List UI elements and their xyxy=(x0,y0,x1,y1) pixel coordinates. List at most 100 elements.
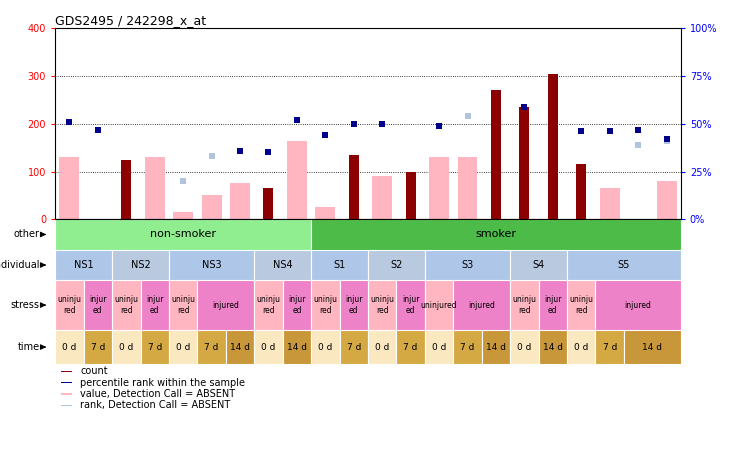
Text: stress: stress xyxy=(10,300,40,310)
Bar xyxy=(173,212,193,219)
Point xyxy=(177,177,189,185)
Text: injur
ed: injur ed xyxy=(289,295,305,315)
Bar xyxy=(567,250,681,280)
Text: individual: individual xyxy=(0,260,40,270)
Point xyxy=(63,118,75,126)
Text: percentile rank within the sample: percentile rank within the sample xyxy=(80,377,245,388)
Text: 7 d: 7 d xyxy=(205,343,219,352)
Bar xyxy=(55,330,84,364)
Bar xyxy=(55,250,112,280)
Bar xyxy=(61,382,72,383)
Point xyxy=(576,128,587,135)
Point xyxy=(92,126,104,133)
Text: 14 d: 14 d xyxy=(287,343,307,352)
Bar xyxy=(482,330,510,364)
Bar xyxy=(600,188,620,219)
Bar xyxy=(84,330,112,364)
Bar xyxy=(60,157,79,219)
Text: rank, Detection Call = ABSENT: rank, Detection Call = ABSENT xyxy=(80,401,230,410)
Text: other: other xyxy=(13,229,40,239)
Text: uninju
red: uninju red xyxy=(114,295,138,315)
Bar xyxy=(55,219,311,250)
Text: uninju
red: uninju red xyxy=(57,295,82,315)
Bar xyxy=(510,250,567,280)
Text: 0 d: 0 d xyxy=(176,343,191,352)
Bar xyxy=(453,330,482,364)
Bar xyxy=(61,405,72,406)
Text: count: count xyxy=(80,366,108,376)
Bar xyxy=(425,250,510,280)
Bar xyxy=(349,155,358,219)
Text: 0 d: 0 d xyxy=(517,343,531,352)
Text: injured: injured xyxy=(468,301,495,310)
Bar xyxy=(458,157,478,219)
Point xyxy=(234,147,246,155)
Text: S5: S5 xyxy=(618,260,630,270)
Bar xyxy=(657,181,676,219)
Text: 7 d: 7 d xyxy=(147,343,162,352)
Bar xyxy=(567,330,595,364)
Text: value, Detection Call = ABSENT: value, Detection Call = ABSENT xyxy=(80,389,236,399)
Bar xyxy=(169,250,254,280)
Bar xyxy=(548,74,558,219)
Point xyxy=(348,120,360,128)
Text: S3: S3 xyxy=(461,260,474,270)
Bar xyxy=(263,188,274,219)
Bar xyxy=(311,280,339,330)
Bar xyxy=(254,250,311,280)
Bar xyxy=(368,330,397,364)
Text: 7 d: 7 d xyxy=(347,343,361,352)
Text: injur
ed: injur ed xyxy=(146,295,163,315)
Bar xyxy=(425,280,453,330)
Text: 7 d: 7 d xyxy=(403,343,418,352)
Bar xyxy=(510,330,539,364)
Text: 14 d: 14 d xyxy=(543,343,563,352)
Bar xyxy=(226,330,254,364)
Text: 0 d: 0 d xyxy=(375,343,389,352)
Bar xyxy=(397,280,425,330)
Point xyxy=(205,153,217,160)
Text: 14 d: 14 d xyxy=(230,343,250,352)
Bar xyxy=(491,91,501,219)
Text: uninju
red: uninju red xyxy=(314,295,337,315)
Point xyxy=(661,137,673,145)
Text: non-smoker: non-smoker xyxy=(150,229,216,239)
Text: S1: S1 xyxy=(333,260,346,270)
Text: injured: injured xyxy=(213,301,239,310)
Bar xyxy=(141,280,169,330)
Bar xyxy=(283,280,311,330)
Text: injur
ed: injur ed xyxy=(345,295,363,315)
Bar xyxy=(595,280,681,330)
Bar xyxy=(287,140,307,219)
Text: GDS2495 / 242298_x_at: GDS2495 / 242298_x_at xyxy=(55,14,206,27)
Point xyxy=(604,128,615,135)
Bar xyxy=(55,280,84,330)
Text: 7 d: 7 d xyxy=(91,343,105,352)
Bar xyxy=(368,280,397,330)
Bar xyxy=(121,160,131,219)
Bar xyxy=(567,280,595,330)
Bar xyxy=(84,280,112,330)
Bar xyxy=(202,195,222,219)
Bar xyxy=(520,107,529,219)
Text: 14 d: 14 d xyxy=(486,343,506,352)
Bar xyxy=(339,330,368,364)
Point xyxy=(461,112,473,120)
Bar xyxy=(112,280,141,330)
Bar xyxy=(368,250,425,280)
Text: 0 d: 0 d xyxy=(261,343,276,352)
Text: NS2: NS2 xyxy=(130,260,150,270)
Point xyxy=(319,131,331,139)
Bar xyxy=(576,164,587,219)
Text: NS1: NS1 xyxy=(74,260,93,270)
Point xyxy=(376,120,388,128)
Text: uninju
red: uninju red xyxy=(569,295,593,315)
Text: uninju
red: uninju red xyxy=(256,295,280,315)
Text: uninju
red: uninju red xyxy=(171,295,195,315)
Bar xyxy=(145,157,165,219)
Bar xyxy=(254,330,283,364)
Text: NS4: NS4 xyxy=(273,260,292,270)
Bar xyxy=(283,330,311,364)
Bar xyxy=(197,280,254,330)
Text: injur
ed: injur ed xyxy=(544,295,562,315)
